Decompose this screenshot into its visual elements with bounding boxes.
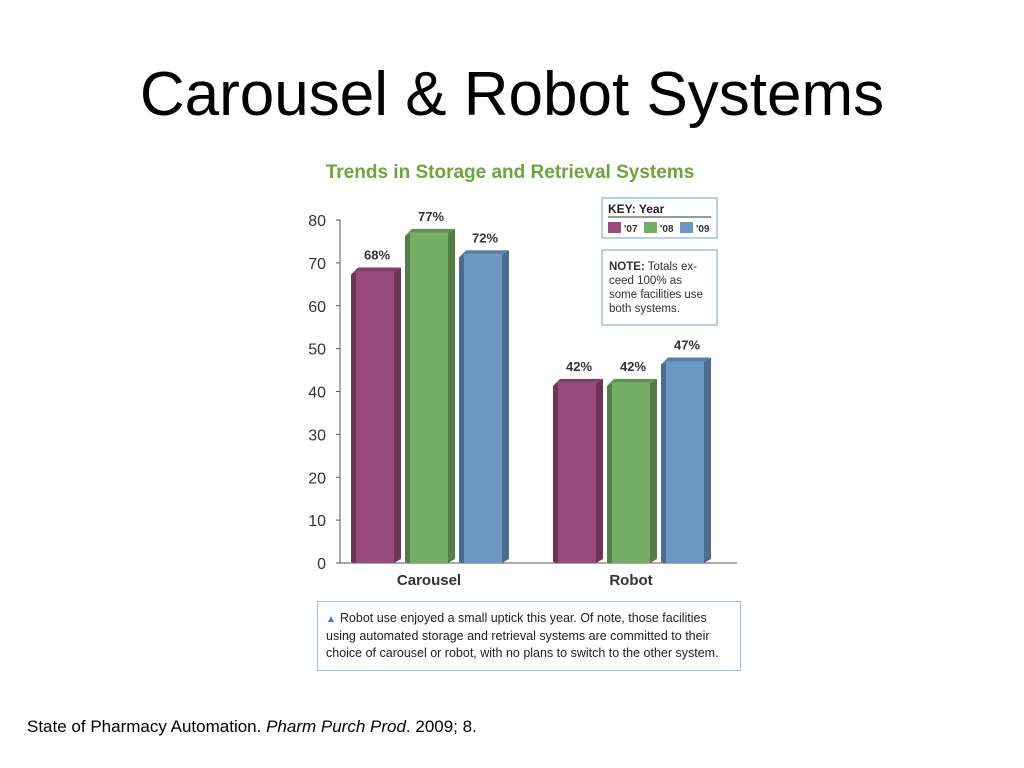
slide-title: Carousel & Robot Systems <box>139 60 885 129</box>
legend-label: '08 <box>660 224 674 235</box>
legend-swatch <box>680 222 693 233</box>
y-tick-label: 60 <box>308 299 326 316</box>
note-box <box>601 249 718 326</box>
citation-journal: Pharm Purch Prod <box>266 717 406 736</box>
note-line: some facilities use <box>609 289 703 301</box>
data-label: 47% <box>674 337 700 352</box>
y-tick-label: 50 <box>308 342 326 359</box>
bar <box>666 361 704 563</box>
data-label: 42% <box>566 359 592 374</box>
bar-side <box>448 228 455 564</box>
chart-title: Trends in Storage and Retrieval Systems <box>326 162 695 183</box>
bar-top <box>607 378 657 386</box>
data-label: 77% <box>418 209 444 224</box>
legend-label: '09 <box>696 224 710 235</box>
bar-chart: Trends in Storage and Retrieval Systems 0… <box>308 162 737 589</box>
bar <box>410 232 448 564</box>
y-tick-label: 0 <box>317 556 326 573</box>
citation-prefix: State of Pharmacy Automation. <box>27 717 267 736</box>
y-tick-label: 80 <box>308 213 326 230</box>
bar-top <box>661 357 711 365</box>
bar-top <box>553 378 603 386</box>
legend-box <box>601 197 718 239</box>
bar-top <box>351 267 401 275</box>
data-label: 42% <box>620 359 646 374</box>
x-tick-label: Carousel <box>397 572 461 589</box>
y-tick-label: 40 <box>308 385 326 402</box>
bar-edge <box>405 232 410 564</box>
bar <box>612 382 650 563</box>
bar-side <box>704 357 711 563</box>
bar <box>356 271 394 563</box>
bar <box>464 254 502 564</box>
bar-side <box>394 267 401 563</box>
x-tick-label: Robot <box>609 572 652 589</box>
chart-figure: Trends in Storage and Retrieval Systems 0… <box>290 150 750 680</box>
note-line: Totals ex- <box>645 261 697 273</box>
citation: State of Pharmacy Automation. Pharm Purc… <box>27 717 477 737</box>
chart-caption: ▲ Robot use enjoyed a small uptick this y… <box>317 601 741 671</box>
note-label: NOTE: <box>609 261 645 273</box>
data-label: 68% <box>364 247 390 262</box>
y-tick-label: 20 <box>308 470 326 487</box>
bar-side <box>596 378 603 563</box>
legend-swatch <box>644 222 657 233</box>
bar-edge <box>459 254 464 564</box>
bar-side <box>502 250 509 564</box>
legend-title: KEY: Year <box>608 202 665 216</box>
citation-suffix: . 2009; 8. <box>405 717 477 736</box>
bar-edge <box>553 382 558 563</box>
note-text: NOTE: Totals ex-ceed 100% as some facilit… <box>609 261 703 315</box>
bar-top <box>459 250 509 258</box>
y-tick-label: 70 <box>308 256 326 273</box>
bar <box>558 382 596 563</box>
legend-swatch <box>608 222 621 233</box>
note-line: both systems. <box>609 303 680 315</box>
note-line: ceed 100% as <box>609 275 682 287</box>
data-label: 72% <box>472 230 498 245</box>
caption-text: Robot use enjoyed a small uptick this ye… <box>326 611 719 660</box>
bar-edge <box>351 271 356 563</box>
bar-edge <box>607 382 612 563</box>
triangle-up-icon: ▲ <box>326 614 336 625</box>
bar-edge <box>661 361 666 563</box>
legend-label: '07 <box>624 224 638 235</box>
y-tick-label: 30 <box>308 427 326 444</box>
bar-top <box>405 228 455 236</box>
bar-side <box>650 378 657 563</box>
y-tick-label: 10 <box>308 513 326 530</box>
